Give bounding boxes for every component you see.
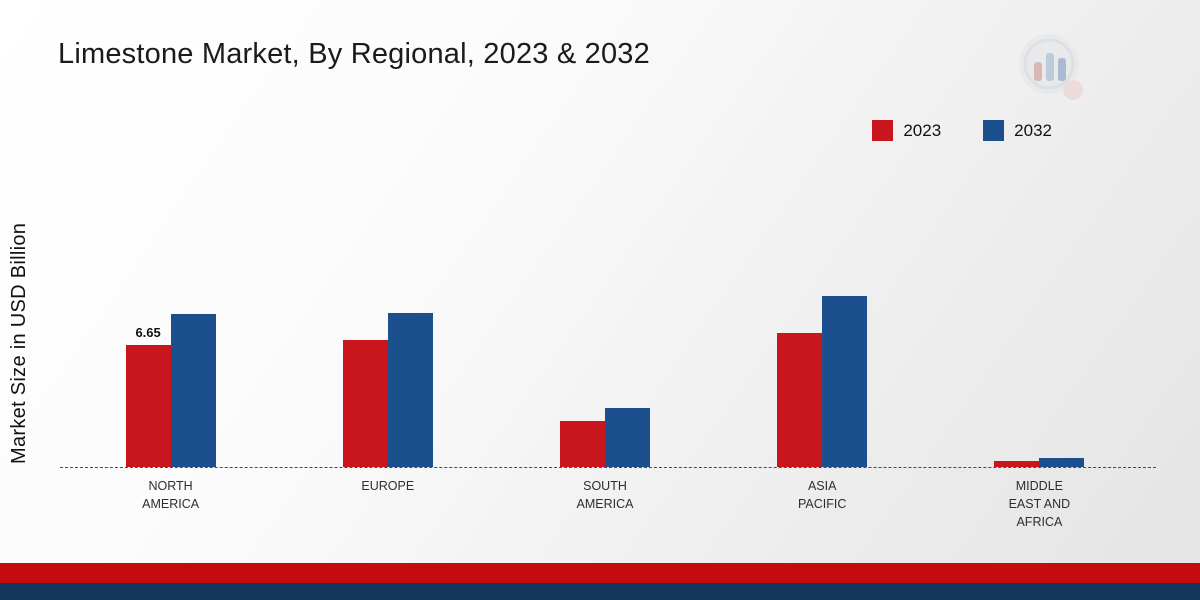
bar-group: ASIA PACIFIC: [777, 295, 868, 511]
legend-label: 2032: [1014, 120, 1052, 140]
legend-item-2023: 2023: [872, 120, 941, 141]
footer-stripe-blue: [0, 583, 1200, 600]
category-label: SOUTH AMERICA: [576, 479, 634, 512]
category-label: ASIA PACIFIC: [797, 479, 847, 512]
legend: 2023 2032: [872, 120, 1052, 141]
brand-logo-icon: [1013, 28, 1095, 115]
category-label: NORTH AMERICA: [142, 479, 200, 512]
y-axis-label: Market Size in USD Billion: [8, 222, 30, 464]
chart-title: Limestone Market, By Regional, 2023 & 20…: [58, 38, 650, 70]
bar-group: EUROPE: [342, 313, 433, 493]
bar-2032: [387, 313, 433, 467]
bar-group: MIDDLE EAST AND AFRICA: [994, 457, 1085, 529]
legend-label: 2023: [903, 120, 942, 140]
bar-value-label: 6.65: [135, 324, 161, 340]
x-axis-baseline: [60, 467, 1156, 468]
footer-stripe-red: [0, 563, 1200, 583]
plot-area: 6.65 NORTH AMERICA EUROPE SOUTH AMERICA ASIA…: [60, 283, 1156, 529]
bar-2023: [560, 421, 605, 467]
category-label: EUROPE: [361, 479, 415, 493]
bar-2032: [1039, 457, 1085, 467]
bar-group: SOUTH AMERICA: [560, 408, 650, 511]
legend-swatch-icon: [872, 120, 894, 141]
category-label: MIDDLE EAST AND AFRICA: [1008, 479, 1071, 530]
bar-2023: [342, 340, 388, 467]
legend-swatch-icon: [983, 120, 1005, 141]
bar-2023: [994, 460, 1040, 467]
bar-2032: [170, 314, 216, 467]
bar-2023: [777, 332, 823, 467]
bar-2032: [605, 408, 650, 467]
bar-group: 6.65 NORTH AMERICA: [125, 314, 216, 511]
legend-item-2032: 2032: [983, 120, 1052, 141]
bar-2032: [822, 295, 868, 467]
bar-2023: 6.65: [125, 325, 171, 467]
